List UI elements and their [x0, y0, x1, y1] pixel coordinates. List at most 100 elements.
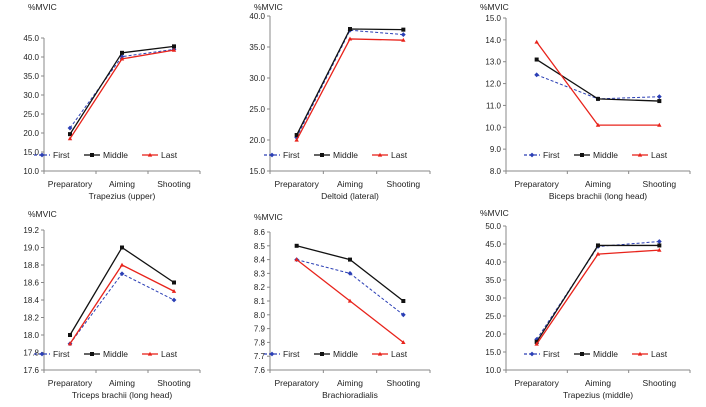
legend-label: Middle	[333, 349, 358, 359]
chart-panel-4: 7.6 7.7 7.8 7.9 8.0 8.1 8.2 8.3 8.4 8.5 8.6 Prepara…	[254, 212, 431, 400]
legend-label: Middle	[103, 349, 128, 359]
series-line-last	[296, 38, 404, 141]
x-tick-label: Preparatory	[514, 378, 559, 388]
series-line-first	[296, 259, 404, 316]
data-point-middle	[120, 245, 124, 250]
legend-marker	[90, 352, 94, 356]
x-tick-label: Aiming	[585, 179, 611, 189]
legend-label: Middle	[103, 150, 128, 160]
legend-marker	[377, 152, 383, 157]
y-tick-label: 40.0	[485, 258, 501, 267]
x-tick-label: Preparatory	[48, 378, 93, 388]
legend-label: Middle	[593, 150, 618, 160]
y-tick-label: 40.0	[249, 12, 265, 21]
data-point-middle	[401, 27, 406, 32]
legend-label: Last	[391, 150, 408, 160]
y-tick-label: 8.3	[254, 269, 266, 278]
chart-panel-3: 17.6 17.8 18.0 18.2 18.4 18.6 18.8 19.0 19.2 Prep…	[23, 209, 201, 400]
data-point-last	[657, 122, 662, 127]
chart-panel-5: 10.0 15.0 20.0 25.0 30.0 35.0 40.0 45.0 50.0 Prep…	[480, 208, 691, 400]
x-axis-label: Deltoid (lateral)	[321, 191, 379, 201]
legend-label: Last	[161, 150, 178, 160]
legend-item-middle: Middle	[574, 349, 618, 359]
series-line-first	[296, 29, 404, 138]
data-point-middle	[172, 44, 176, 49]
series-line-last	[69, 264, 175, 345]
legend-label: Last	[651, 150, 668, 160]
legend-item-first: First	[524, 349, 560, 359]
data-point-last	[119, 56, 125, 61]
y-tick-label: 25.0	[23, 110, 39, 119]
data-point-middle	[534, 57, 539, 62]
legend-label: Last	[161, 349, 178, 359]
legend-label: First	[283, 349, 300, 359]
data-point-last	[67, 341, 73, 346]
data-point-last	[347, 298, 353, 303]
y-tick-label: 8.5	[254, 242, 266, 251]
y-tick-label: 7.7	[254, 352, 266, 361]
legend-item-last: Last	[142, 349, 178, 359]
y-tick-label: 20.0	[249, 136, 265, 145]
y-tick-label: 15.0	[23, 148, 39, 157]
series-line-first	[536, 74, 660, 100]
legend-item-first: First	[264, 150, 300, 160]
x-tick-label: Aiming	[337, 179, 363, 189]
legend-item-last: Last	[142, 150, 178, 160]
y-tick-label: 14.0	[485, 36, 501, 45]
x-axis-label: Triceps brachii (long head)	[72, 390, 172, 400]
legend-item-middle: Middle	[314, 150, 358, 160]
data-point-middle	[68, 132, 72, 137]
legend-marker	[637, 152, 643, 157]
legend-marker	[90, 153, 94, 157]
y-tick-label: 12.0	[485, 80, 501, 89]
legend-marker	[529, 152, 535, 158]
data-point-last	[171, 47, 177, 52]
legend-item-middle: Middle	[84, 349, 128, 359]
y-tick-label: 30.0	[485, 294, 501, 303]
legend-label: First	[53, 349, 70, 359]
legend-label: Last	[391, 349, 408, 359]
legend-item-last: Last	[632, 349, 668, 359]
y-tick-label: 25.0	[485, 312, 501, 321]
legend-label: Middle	[593, 349, 618, 359]
series-line-middle	[536, 244, 660, 343]
data-point-first	[656, 239, 662, 244]
data-point-last	[534, 39, 539, 44]
y-tick-label: 8.4	[254, 256, 266, 265]
data-point-first	[400, 312, 406, 318]
y-tick-label: 17.8	[23, 349, 39, 358]
y-axis-label: %MVIC	[254, 2, 283, 12]
y-tick-label: 7.9	[254, 325, 266, 334]
legend-item-first: First	[264, 349, 300, 359]
legend-label: Last	[651, 349, 668, 359]
legend-item-middle: Middle	[84, 150, 128, 160]
y-tick-label: 10.0	[485, 123, 501, 132]
legend-marker	[320, 352, 324, 356]
data-point-middle	[348, 257, 352, 262]
legend-marker	[637, 351, 643, 356]
y-tick-label: 18.2	[23, 314, 39, 323]
y-tick-label: 45.0	[485, 240, 501, 249]
y-tick-label: 10.0	[485, 366, 501, 375]
y-axis-label: %MVIC	[480, 208, 509, 218]
chart-panel-1: 15.0 20.0 25.0 30.0 35.0 40.0 Preparatory Aimin…	[249, 2, 431, 201]
legend-marker	[320, 153, 324, 157]
y-tick-label: 35.0	[249, 43, 265, 52]
data-point-middle	[657, 243, 662, 248]
x-axis-label: Brachioradialis	[322, 390, 378, 400]
legend-item-last: Last	[372, 150, 408, 160]
data-point-first	[347, 271, 353, 276]
chart-panel-2: 8.0 9.0 10.0 11.0 12.0 13.0 14.0 15.0 Preparator…	[480, 2, 691, 201]
x-axis-label: Trapezius (middle)	[563, 390, 633, 400]
series-line-last	[536, 249, 660, 345]
x-tick-label: Aiming	[337, 378, 363, 388]
data-point-middle	[68, 333, 72, 337]
data-point-first	[171, 297, 177, 303]
chart-panel-0: 10.0 15.0 20.0 25.0 30.0 35.0 40.0 45.0 Preparat…	[23, 2, 201, 201]
y-axis-label: %MVIC	[28, 209, 57, 219]
y-tick-label: 19.2	[23, 226, 39, 235]
x-tick-label: Shooting	[387, 378, 421, 388]
y-tick-label: 8.2	[254, 283, 266, 292]
